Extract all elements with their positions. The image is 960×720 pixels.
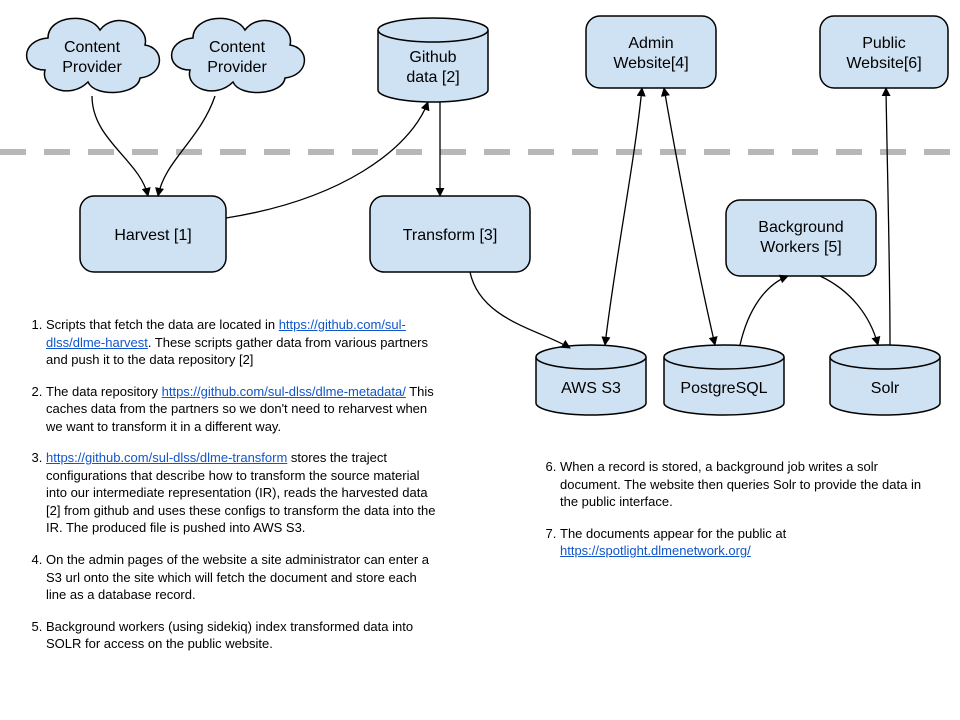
transform-label: Transform [3] <box>403 227 498 244</box>
note-7-link[interactable]: https://spotlight.dlmenetwork.org/ <box>560 543 751 558</box>
node-aws-s3: AWS S3 <box>536 345 646 415</box>
content-provider-2-label2: Provider <box>207 59 267 76</box>
github-data-label2: data [2] <box>406 69 459 86</box>
note-7: The documents appear for the public at h… <box>560 525 932 560</box>
note-3: https://github.com/sul-dlss/dlme-transfo… <box>46 449 438 537</box>
node-public-website: Public Website[6] <box>820 16 948 88</box>
note-7-a: The documents appear for the public at <box>560 526 786 541</box>
edge-postgres-bgworkers <box>740 276 788 345</box>
public-website-label1: Public <box>862 35 906 52</box>
edge-solr-public <box>886 88 890 345</box>
edge-aws-admin <box>605 88 642 345</box>
github-data-label1: Github <box>409 49 456 66</box>
note-2-link[interactable]: https://github.com/sul-dlss/dlme-metadat… <box>162 384 406 399</box>
edge-transform-aws <box>470 272 570 348</box>
note-3-link[interactable]: https://github.com/sul-dlss/dlme-transfo… <box>46 450 287 465</box>
note-2: The data repository https://github.com/s… <box>46 383 438 436</box>
content-provider-1-label2: Provider <box>62 59 122 76</box>
admin-website-label2: Website[4] <box>613 55 688 72</box>
node-admin-website: Admin Website[4] <box>586 16 716 88</box>
edge-admin-postgres <box>664 88 715 345</box>
node-content-provider-1: Content Provider <box>27 18 160 92</box>
postgres-label: PostgreSQL <box>680 380 767 397</box>
note-5: Background workers (using sidekiq) index… <box>46 618 438 653</box>
admin-website-label1: Admin <box>628 35 673 52</box>
bgworkers-label2: Workers [5] <box>760 239 842 256</box>
notes-right: When a record is stored, a background jo… <box>532 458 932 574</box>
node-content-provider-2: Content Provider <box>172 18 305 92</box>
note-1: Scripts that fetch the data are located … <box>46 316 438 369</box>
note-1-a: Scripts that fetch the data are located … <box>46 317 279 332</box>
node-solr: Solr <box>830 345 940 415</box>
edge-cp1-harvest <box>92 96 148 196</box>
node-background-workers: Background Workers [5] <box>726 200 876 276</box>
notes-left: Scripts that fetch the data are located … <box>18 316 438 667</box>
edge-bgworkers-solr <box>820 276 878 345</box>
content-provider-2-label1: Content <box>209 39 266 56</box>
note-6: When a record is stored, a background jo… <box>560 458 932 511</box>
content-provider-1-label1: Content <box>64 39 121 56</box>
note-2-a: The data repository <box>46 384 162 399</box>
solr-label: Solr <box>871 380 900 397</box>
bgworkers-label1: Background <box>758 219 843 236</box>
harvest-label: Harvest [1] <box>114 227 191 244</box>
node-postgresql: PostgreSQL <box>664 345 784 415</box>
node-transform: Transform [3] <box>370 196 530 272</box>
node-github-data: Github data [2] <box>378 18 488 102</box>
edge-cp2-harvest <box>158 96 215 196</box>
note-4: On the admin pages of the website a site… <box>46 551 438 604</box>
node-harvest: Harvest [1] <box>80 196 226 272</box>
public-website-label2: Website[6] <box>846 55 921 72</box>
aws-label: AWS S3 <box>561 380 621 397</box>
